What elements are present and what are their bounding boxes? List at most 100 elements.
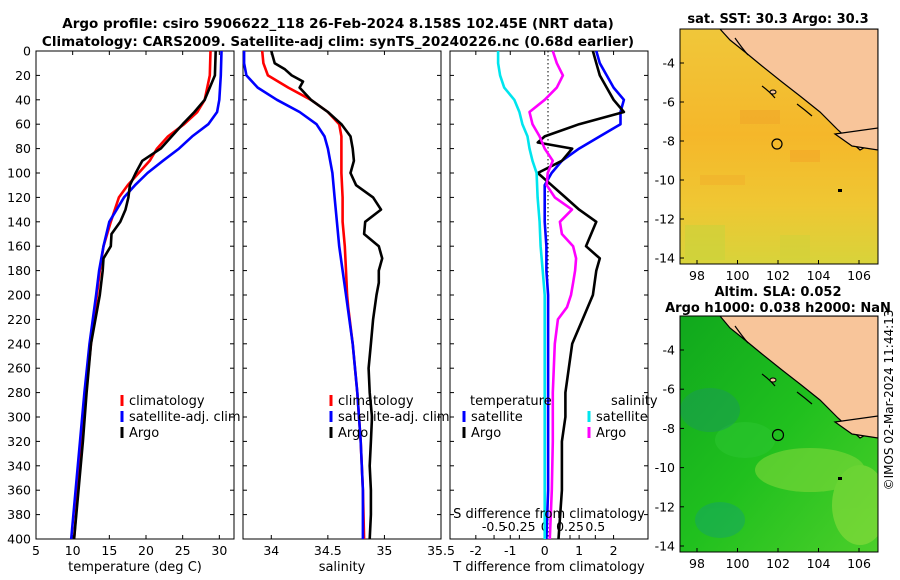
series-line-argo: [72, 50, 217, 540]
map-x-tick-label: 104: [807, 556, 831, 571]
difference-xlabel: T difference from climatology: [452, 560, 645, 575]
y-tick-label: 180: [7, 263, 31, 278]
series-line-satellite-adj-clim: [69, 50, 223, 540]
legend-argo-label: Argo: [338, 426, 368, 441]
salinity-lines: [242, 50, 384, 540]
x-tick-label: 34.5: [314, 543, 342, 558]
difference-lines: [496, 50, 626, 540]
y-tick-label: 0: [23, 44, 31, 59]
temperature-xlabel: temperature (deg C): [68, 560, 202, 575]
sla-map-title-line2: Argo h1000: 0.038 h2000: NaN: [665, 301, 891, 316]
secondary-x-tick-label: 0.5: [585, 519, 605, 534]
y-tick-label: 260: [7, 361, 31, 376]
map-x-tick-label: 106: [847, 556, 871, 571]
y-tick-label: 340: [7, 458, 31, 473]
sla-low-patches: [680, 388, 745, 538]
legend-title-temperature: temperature: [470, 394, 552, 409]
secondary-x-tick-label: -0.25: [503, 519, 535, 534]
temperature-axes-frame: [35, 50, 235, 540]
figure-title-line1: Argo profile: csiro 5906622_118 26-Feb-2…: [62, 16, 613, 32]
legend-s-satellite-label: satellite: [596, 410, 648, 425]
sla-sumatra-land: [719, 316, 878, 439]
sst-map: sat. SST: 30.3 Argo: 30.3 98 100 102 104 106…: [655, 12, 879, 283]
sla-high-patches: [715, 422, 878, 545]
x-tick-label: 15: [101, 543, 117, 558]
sla-map-title-line1: Altim. SLA: 0.052: [715, 285, 842, 300]
x-tick-label: 35.5: [427, 543, 455, 558]
sla-small-island: [769, 377, 777, 383]
y-tick-label: 200: [7, 288, 31, 303]
temperature-lines: [69, 50, 223, 540]
map-x-tick-label: 98: [689, 268, 705, 283]
x-tick-label: 30: [211, 543, 227, 558]
sst-sumatra-land: [719, 29, 878, 151]
legend-satellite-label: satellite-adj. clim: [338, 410, 450, 425]
legend-t-argo-label: Argo: [471, 426, 501, 441]
sst-argo-position-marker: [771, 138, 783, 150]
sla-map-frame: [679, 315, 879, 553]
secondary-x-tick-label: -0.5: [482, 519, 506, 534]
series-line-climatology: [72, 50, 212, 540]
x-tick-label: 35: [376, 543, 392, 558]
legend-satellite-label: satellite-adj. clim: [129, 410, 241, 425]
sst-small-island: [769, 89, 777, 95]
sla-bottom-island: [838, 477, 842, 480]
map-x-tick-label: 102: [766, 556, 790, 571]
temperature-panel: 0 20 40 60 80 100 120 140 160 180 200 220 240 260 280 3…: [7, 44, 240, 576]
y-tick-label: 160: [7, 239, 31, 254]
map-x-tick-label: 106: [847, 268, 871, 283]
x-tick-label: 0: [541, 543, 549, 558]
sst-java-land: [833, 127, 878, 151]
sla-map: Altim. SLA: 0.052 Argo h1000: 0.038 h200…: [655, 285, 891, 571]
map-y-tick-label: -4: [663, 343, 676, 358]
salinity-ticks: 34 34.5 35 35.5: [243, 50, 455, 558]
map-y-tick-label: -6: [663, 382, 676, 397]
figure-title-line2: Climatology: CARS2009. Satellite-adj cli…: [42, 34, 634, 50]
difference-panel: -2 -1 0 1 2-0.5-0.25 0 0.25 0.5 T difference fr…: [449, 50, 658, 575]
sst-bottom-island: [838, 189, 842, 192]
x-tick-label: 5: [32, 543, 40, 558]
series-line-salinity-argo: [528, 50, 578, 540]
y-tick-label: 300: [7, 410, 31, 425]
map-y-tick-label: -8: [663, 421, 676, 436]
sla-map-ticks: 98 100 102 104 106 -4 -6 -8 -10 -12 -14: [655, 343, 871, 572]
x-tick-label: -1: [504, 543, 516, 558]
map-y-tick-label: -8: [663, 134, 676, 149]
map-x-tick-label: 98: [689, 556, 705, 571]
sst-island-chain: [734, 37, 813, 117]
series-line-temperature-satellite: [543, 50, 626, 540]
legend-climatology-label: climatology: [338, 394, 414, 409]
series-line-argo: [270, 50, 384, 540]
series-line-salinity-satellite: [496, 51, 547, 539]
series-line-temperature-argo: [536, 50, 626, 540]
map-x-tick-label: 100: [726, 556, 750, 571]
map-y-tick-label: -14: [655, 251, 675, 266]
map-y-tick-label: -14: [655, 539, 675, 554]
x-tick-label: 25: [175, 543, 191, 558]
x-tick-label: 2: [610, 543, 618, 558]
sla-island-chain: [734, 325, 813, 405]
y-tick-label: 20: [15, 68, 31, 83]
map-y-tick-label: -4: [663, 56, 676, 71]
salinity-xlabel: salinity: [319, 560, 366, 575]
y-tick-label: 400: [7, 532, 31, 547]
salinity-panel: 34 34.5 35 35.5 salinity climatology satell…: [242, 50, 455, 575]
legend-title-salinity: salinity: [611, 394, 658, 409]
secondary-x-tick-label: 0.25: [556, 519, 584, 534]
series-line-satellite-adj-clim: [242, 51, 365, 539]
temperature-legend: climatology satellite-adj. clim Argo: [120, 394, 241, 441]
difference-legend: temperature salinity satellite Argo sate…: [462, 394, 658, 441]
x-tick-label: 1: [575, 543, 583, 558]
x-tick-label: 34: [263, 543, 279, 558]
legend-argo-label: Argo: [129, 426, 159, 441]
legend-climatology-label: climatology: [129, 394, 205, 409]
map-y-tick-label: -10: [655, 173, 675, 188]
y-tick-label: 240: [7, 336, 31, 351]
sla-argo-position-marker: [771, 428, 785, 442]
sla-java-land: [833, 415, 878, 439]
temperature-ticks: 0 20 40 60 80 100 120 140 160 180 200 220 240 260 280 3…: [7, 44, 234, 558]
y-tick-label: 280: [7, 385, 31, 400]
legend-s-argo-label: Argo: [596, 426, 626, 441]
imos-credit: ©IMOS 02-Mar-2024 11:44:13: [882, 310, 896, 491]
salinity-legend: climatology satellite-adj. clim Argo: [329, 394, 450, 441]
